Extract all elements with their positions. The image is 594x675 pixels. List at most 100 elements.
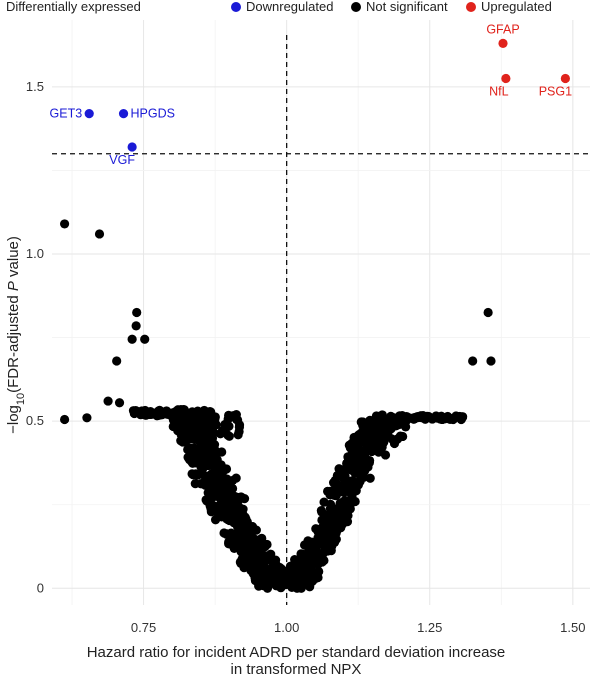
data-point [184,411,194,421]
data-point [176,405,186,415]
data-point [210,515,221,525]
outlier-point [59,414,70,425]
data-point [233,430,243,440]
data-point [195,423,205,433]
data-point [323,546,333,556]
data-point [255,569,266,579]
data-point [391,415,401,425]
y-tick-label: 1.0 [26,246,44,261]
data-point [232,492,242,502]
data-point [234,420,245,430]
data-point [201,480,212,490]
data-point [229,504,239,514]
y-tick-label: 0 [37,580,44,595]
outlier-point [140,334,150,344]
data-point [176,436,186,446]
legend-label: Not significant [366,0,448,14]
data-point [398,412,408,423]
outlier-point [456,414,466,425]
data-point [191,469,201,479]
reference-lines [52,35,590,605]
data-point [350,496,360,507]
outlier-point [114,398,125,408]
legend-label: Upregulated [481,0,552,14]
data-point [223,484,234,494]
data-point [202,471,212,481]
downregulated-point [118,109,129,119]
data-point [347,476,358,486]
outlier-point [131,321,141,331]
data-point [210,464,220,474]
data-point [365,473,375,483]
outlier-point [486,356,496,366]
data-point [356,417,366,427]
data-point [369,431,379,441]
data-point [272,578,282,588]
data-point [377,410,387,420]
x-axis-ticks: 0.75 1.00 1.25 1.50 [131,620,586,635]
data-point [326,489,336,499]
data-point [168,421,178,432]
x-axis-title-line1: Hazard ratio for incident ADRD per stand… [87,644,506,661]
x-tick-label: 1.00 [274,620,299,635]
data-point [221,423,231,433]
data-point [359,463,369,473]
upregulated-label: GFAP [486,22,519,36]
legend-swatch [466,2,476,12]
data-point [183,452,193,462]
not-significant-points [128,405,468,593]
downregulated-label: HPGDS [131,107,175,121]
data-point [132,407,142,417]
downregulated-label: GET3 [50,107,83,121]
not-significant-outliers [59,219,496,425]
data-point [340,504,350,515]
data-point [261,552,271,562]
outlier-point [59,219,70,229]
data-point [305,543,315,553]
downregulated-label: VGF [109,153,135,167]
data-point [205,458,215,468]
upregulated-label: PSG1 [539,85,572,99]
x-tick-label: 1.25 [417,620,442,635]
data-point [362,445,373,456]
data-point [217,463,227,473]
data-point [294,574,304,584]
data-point [238,504,248,514]
data-point [254,535,264,545]
data-point [183,444,193,455]
data-point [401,422,411,432]
outlier-point [103,396,113,406]
upregulated-point [501,73,511,84]
legend-entries: Downregulated Not significant Upregulated [231,0,552,14]
data-point [259,560,269,570]
legend-title: Differentially expressed [6,0,141,14]
data-point [215,429,225,439]
data-point [389,438,400,449]
data-point [289,582,300,592]
upregulated-point [498,38,508,49]
downregulated-point [127,142,137,152]
data-point [213,471,223,482]
data-point [294,566,304,577]
x-tick-label: 0.75 [131,620,156,635]
data-point [378,435,389,445]
data-point [365,415,375,425]
upregulated-label: NfL [489,85,509,99]
downregulated-point [84,109,94,119]
data-point [314,536,324,547]
data-point [332,480,342,490]
y-axis-ticks: 0 0.5 1.0 1.5 [26,79,44,595]
significant-points: GET3 HPGDS VGF GFAP NfL PSG1 [50,22,573,167]
data-point [341,462,352,472]
outlier-point [468,356,478,366]
data-point [253,553,263,563]
outlier-point [132,307,142,318]
data-point [168,408,179,418]
data-point [327,512,337,522]
data-point [355,435,365,445]
data-point [238,515,248,526]
data-point [155,405,165,415]
y-axis-title: −log10(FDR-adjusted P value) [5,236,27,434]
outlier-point [112,356,122,366]
